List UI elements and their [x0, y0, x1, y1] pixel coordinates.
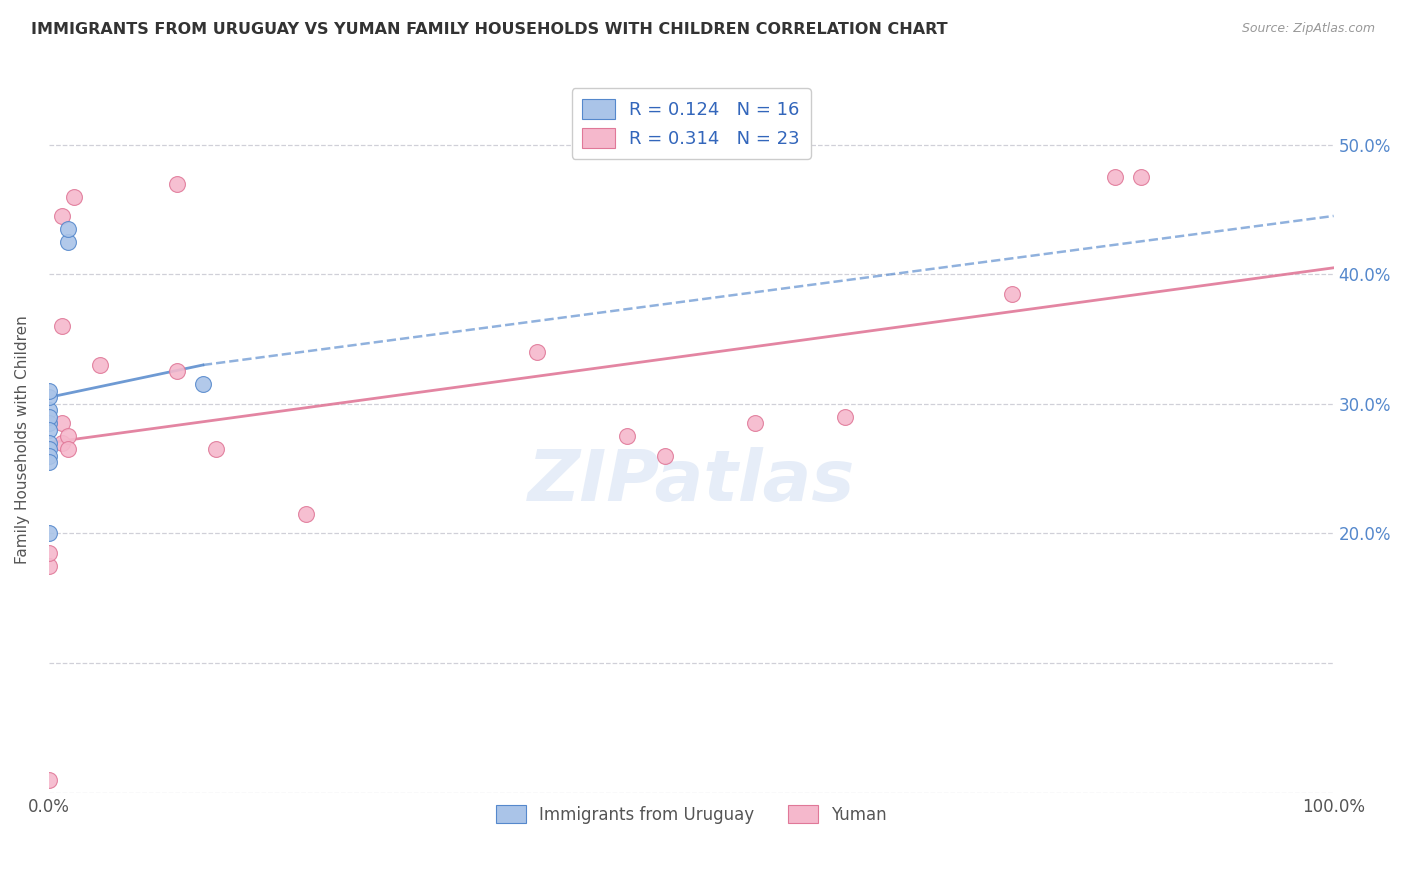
Point	[38, 435, 60, 450]
Point	[38, 526, 60, 541]
Legend: Immigrants from Uruguay, Yuman: Immigrants from Uruguay, Yuman	[486, 795, 897, 834]
Point	[51, 417, 73, 431]
Point	[1129, 170, 1152, 185]
Point	[166, 364, 188, 378]
Text: Source: ZipAtlas.com: Source: ZipAtlas.com	[1241, 22, 1375, 36]
Point	[56, 235, 79, 249]
Point	[56, 429, 79, 443]
Point	[654, 449, 676, 463]
Point	[63, 189, 86, 203]
Y-axis label: Family Households with Children: Family Households with Children	[15, 315, 30, 564]
Point	[38, 455, 60, 469]
Point	[38, 449, 60, 463]
Point	[38, 558, 60, 573]
Text: IMMIGRANTS FROM URUGUAY VS YUMAN FAMILY HOUSEHOLDS WITH CHILDREN CORRELATION CHA: IMMIGRANTS FROM URUGUAY VS YUMAN FAMILY …	[31, 22, 948, 37]
Point	[294, 507, 316, 521]
Point	[191, 377, 214, 392]
Point	[38, 403, 60, 417]
Point	[38, 409, 60, 424]
Point	[526, 345, 548, 359]
Point	[38, 417, 60, 431]
Point	[38, 384, 60, 398]
Point	[1104, 170, 1126, 185]
Point	[51, 319, 73, 334]
Point	[616, 429, 638, 443]
Point	[38, 772, 60, 787]
Point	[1001, 286, 1024, 301]
Point	[38, 546, 60, 560]
Point	[744, 417, 766, 431]
Point	[89, 358, 111, 372]
Point	[38, 442, 60, 457]
Text: ZIPatlas: ZIPatlas	[527, 448, 855, 516]
Point	[204, 442, 226, 457]
Point	[834, 409, 856, 424]
Point	[166, 177, 188, 191]
Point	[51, 209, 73, 223]
Point	[56, 442, 79, 457]
Point	[56, 222, 79, 236]
Point	[38, 423, 60, 437]
Point	[51, 435, 73, 450]
Point	[38, 391, 60, 405]
